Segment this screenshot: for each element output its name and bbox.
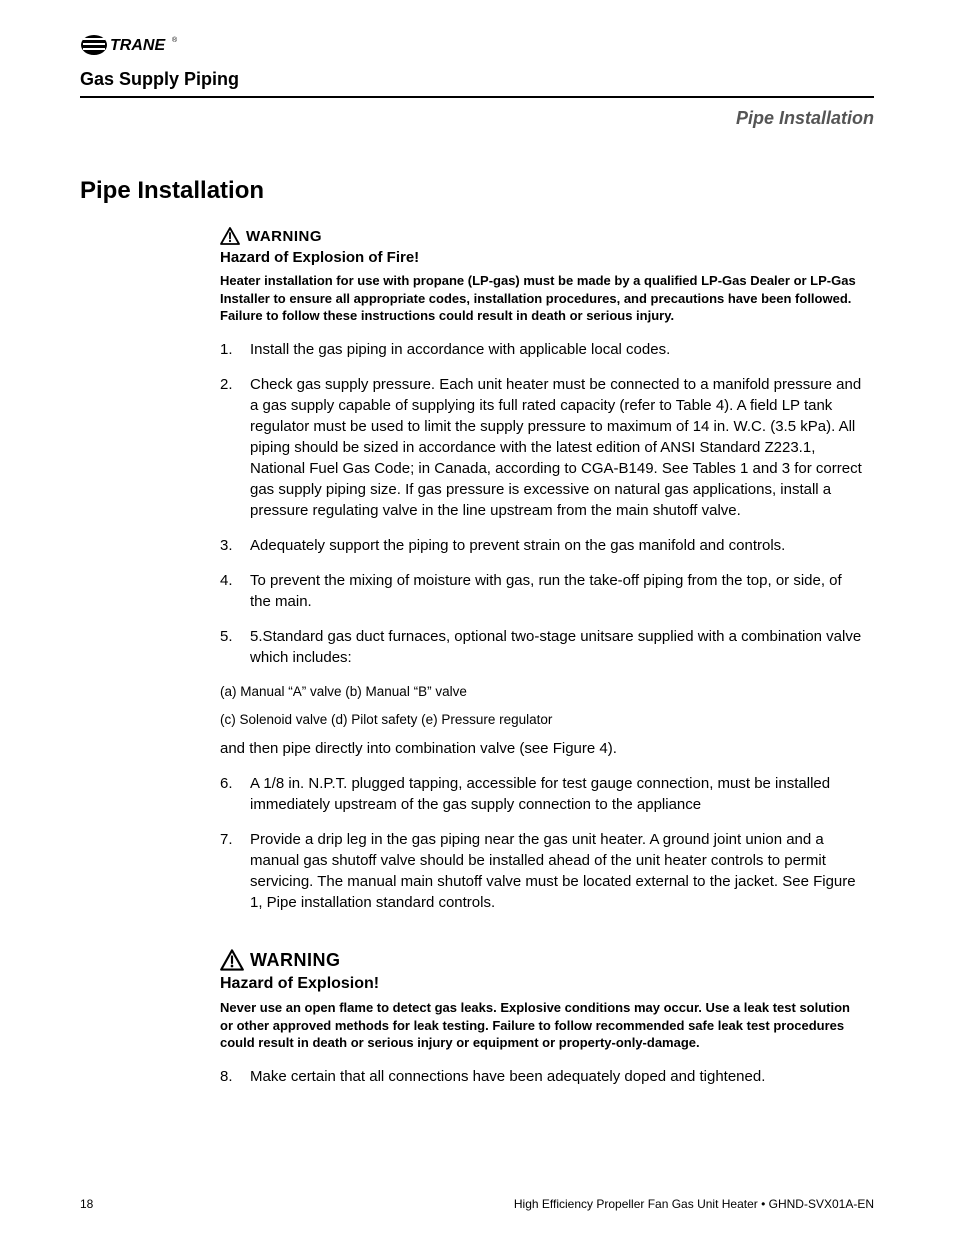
step-text: 5.Standard gas duct furnaces, optional t… bbox=[250, 626, 864, 668]
step-item: 3.Adequately support the piping to preve… bbox=[220, 535, 864, 556]
warning-label: WARNING bbox=[250, 950, 341, 971]
warning-head: WARNING bbox=[220, 227, 864, 245]
step-number: 3. bbox=[220, 535, 250, 556]
svg-text:®: ® bbox=[172, 36, 178, 44]
step-number: 4. bbox=[220, 570, 250, 612]
warning-subtitle: Hazard of Explosion! bbox=[220, 975, 864, 993]
warning-subtitle: Hazard of Explosion of Fire! bbox=[220, 249, 864, 266]
warning-triangle-icon bbox=[220, 227, 240, 245]
step-item: 2.Check gas supply pressure. Each unit h… bbox=[220, 374, 864, 521]
step-text: Check gas supply pressure. Each unit hea… bbox=[250, 374, 864, 521]
warning-head: WARNING bbox=[220, 949, 864, 971]
trane-logo-icon: TRANE ® bbox=[80, 32, 180, 58]
document-page: TRANE ® Gas Supply Piping Pipe Installat… bbox=[0, 0, 954, 1235]
step-number: 6. bbox=[220, 773, 250, 815]
warning-triangle-icon bbox=[220, 949, 244, 971]
running-head: Pipe Installation bbox=[80, 108, 874, 129]
step-item: 7.Provide a drip leg in the gas piping n… bbox=[220, 829, 864, 913]
steps-list-c: 8.Make certain that all connections have… bbox=[220, 1066, 864, 1087]
brand-logo: TRANE ® bbox=[80, 32, 874, 63]
step-item: 5.5.Standard gas duct furnaces, optional… bbox=[220, 626, 864, 668]
svg-text:TRANE: TRANE bbox=[110, 37, 166, 54]
step-text: Provide a drip leg in the gas piping nea… bbox=[250, 829, 864, 913]
section-header: Gas Supply Piping bbox=[80, 69, 874, 98]
warning-block-2: WARNING Hazard of Explosion! Never use a… bbox=[220, 949, 864, 1052]
step-item: 4.To prevent the mixing of moisture with… bbox=[220, 570, 864, 612]
warning-body: Never use an open flame to detect gas le… bbox=[220, 999, 864, 1052]
step-item: 6.A 1/8 in. N.P.T. plugged tapping, acce… bbox=[220, 773, 864, 815]
page-footer: 18 High Efficiency Propeller Fan Gas Uni… bbox=[80, 1197, 874, 1211]
step-number: 5. bbox=[220, 626, 250, 668]
steps-list-a: 1.Install the gas piping in accordance w… bbox=[220, 339, 864, 668]
step-text: Adequately support the piping to prevent… bbox=[250, 535, 864, 556]
steps-list-b: 6.A 1/8 in. N.P.T. plugged tapping, acce… bbox=[220, 773, 864, 913]
step-number: 1. bbox=[220, 339, 250, 360]
warning-label: WARNING bbox=[246, 228, 322, 245]
step-text: Make certain that all connections have b… bbox=[250, 1066, 864, 1087]
valve-sub-b: (c) Solenoid valve (d) Pilot safety (e) … bbox=[220, 710, 864, 730]
footer-doc-title: High Efficiency Propeller Fan Gas Unit H… bbox=[514, 1197, 874, 1211]
warning-block-1: WARNING Hazard of Explosion of Fire! Hea… bbox=[220, 227, 864, 325]
plain-line-after-sub: and then pipe directly into combination … bbox=[220, 738, 864, 759]
step-number: 7. bbox=[220, 829, 250, 913]
step-item: 8.Make certain that all connections have… bbox=[220, 1066, 864, 1087]
page-title: Pipe Installation bbox=[80, 177, 874, 205]
warning-body: Heater installation for use with propane… bbox=[220, 272, 864, 325]
step-text: To prevent the mixing of moisture with g… bbox=[250, 570, 864, 612]
step-text: Install the gas piping in accordance wit… bbox=[250, 339, 864, 360]
content-column: WARNING Hazard of Explosion of Fire! Hea… bbox=[220, 227, 864, 1087]
step-item: 1.Install the gas piping in accordance w… bbox=[220, 339, 864, 360]
step-number: 2. bbox=[220, 374, 250, 521]
valve-sub-a: (a) Manual “A” valve (b) Manual “B” valv… bbox=[220, 682, 864, 702]
page-number: 18 bbox=[80, 1197, 93, 1211]
step-number: 8. bbox=[220, 1066, 250, 1087]
step-text: A 1/8 in. N.P.T. plugged tapping, access… bbox=[250, 773, 864, 815]
